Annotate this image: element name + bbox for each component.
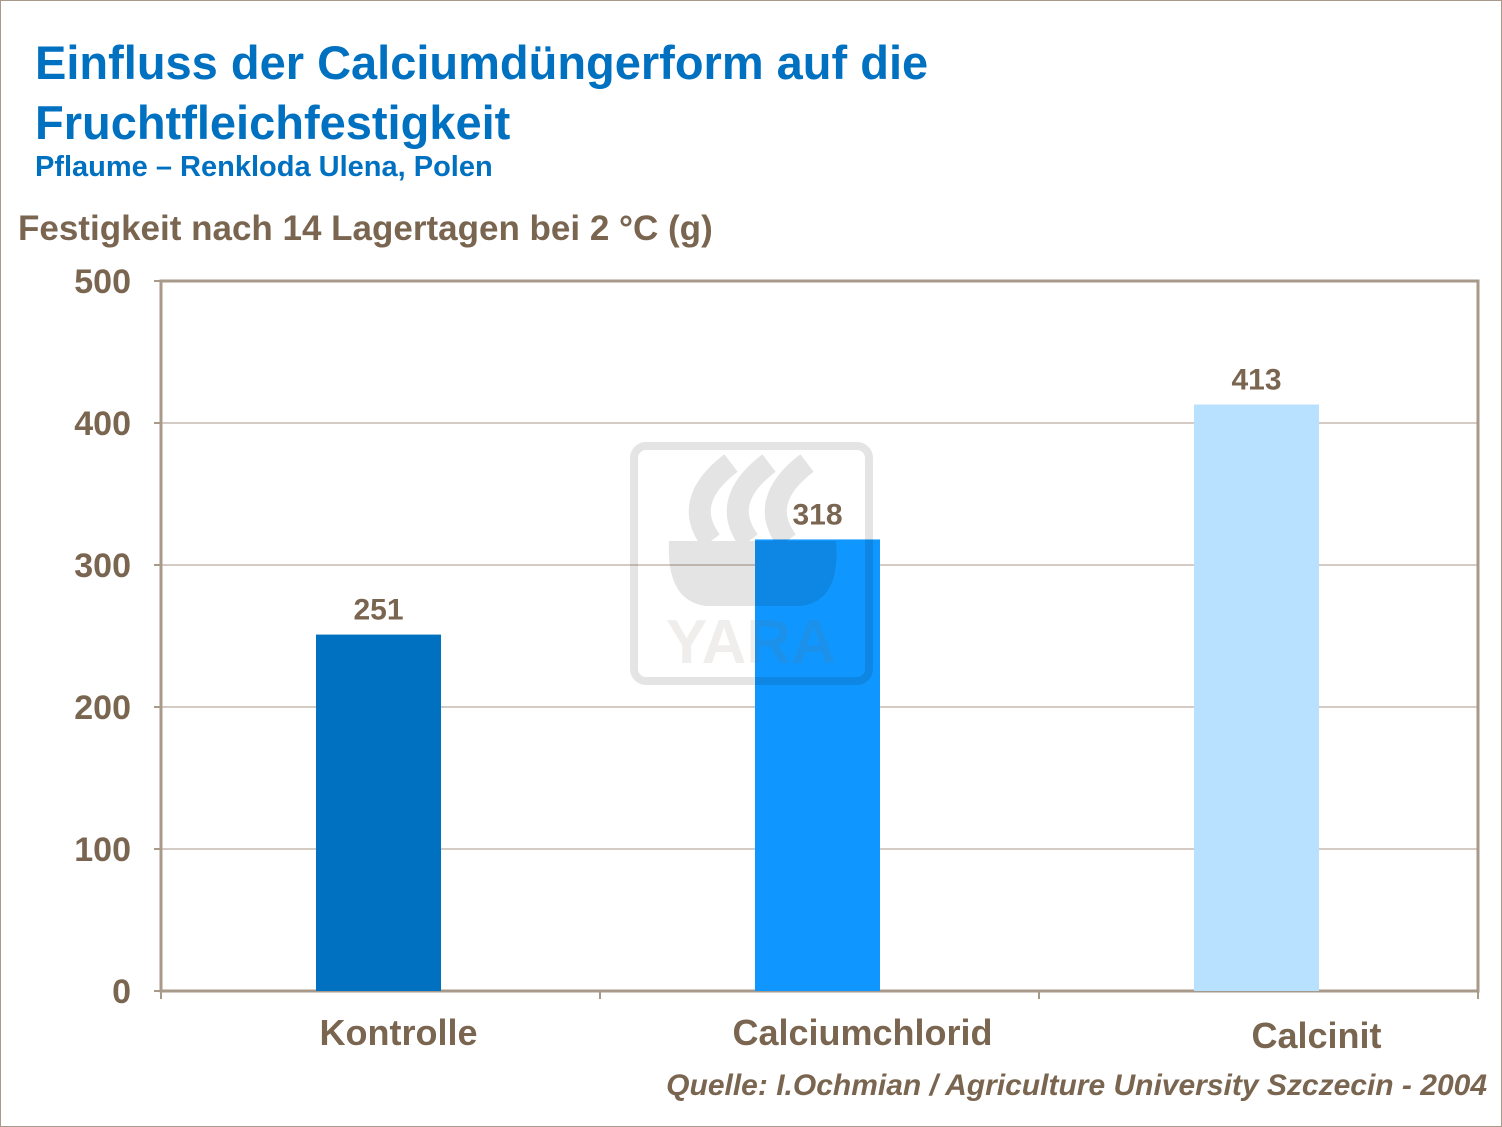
- y-tick-label: 200: [74, 689, 131, 727]
- x-tick-label: Kontrolle: [320, 1012, 478, 1053]
- x-tick-label: Calcinit: [1251, 1015, 1381, 1056]
- bar-calcinit: [1194, 404, 1319, 991]
- x-tick-label: Calciumchlorid: [732, 1012, 992, 1053]
- title-line-1: Einfluss der Calciumdüngerform auf die: [35, 36, 929, 89]
- source-note: Quelle: I.Ochmian / Agriculture Universi…: [666, 1069, 1487, 1102]
- y-tick-label: 100: [74, 831, 131, 869]
- data-label: 251: [353, 594, 403, 627]
- bar-calciumchlorid: [755, 539, 880, 991]
- y-axis-label: Festigkeit nach 14 Lagertagen bei 2 °C (…: [18, 209, 713, 248]
- yara-logo-watermark: YARA: [630, 442, 873, 685]
- chart-title: Einfluss der Calciumdüngerform auf die F…: [35, 33, 928, 153]
- title-line-2: Fruchtfleichfestigkeit: [35, 96, 511, 149]
- y-tick-label: 400: [74, 405, 131, 443]
- y-tick-label: 500: [74, 263, 131, 301]
- chart-subtitle: Pflaume – Renkloda Ulena, Polen: [35, 151, 493, 183]
- bar-kontrolle: [316, 634, 441, 991]
- svg-text:YARA: YARA: [666, 608, 836, 677]
- y-tick-label: 0: [112, 973, 131, 1011]
- data-label: 413: [1231, 364, 1281, 397]
- y-tick-label: 300: [74, 547, 131, 585]
- data-label: 318: [792, 498, 842, 531]
